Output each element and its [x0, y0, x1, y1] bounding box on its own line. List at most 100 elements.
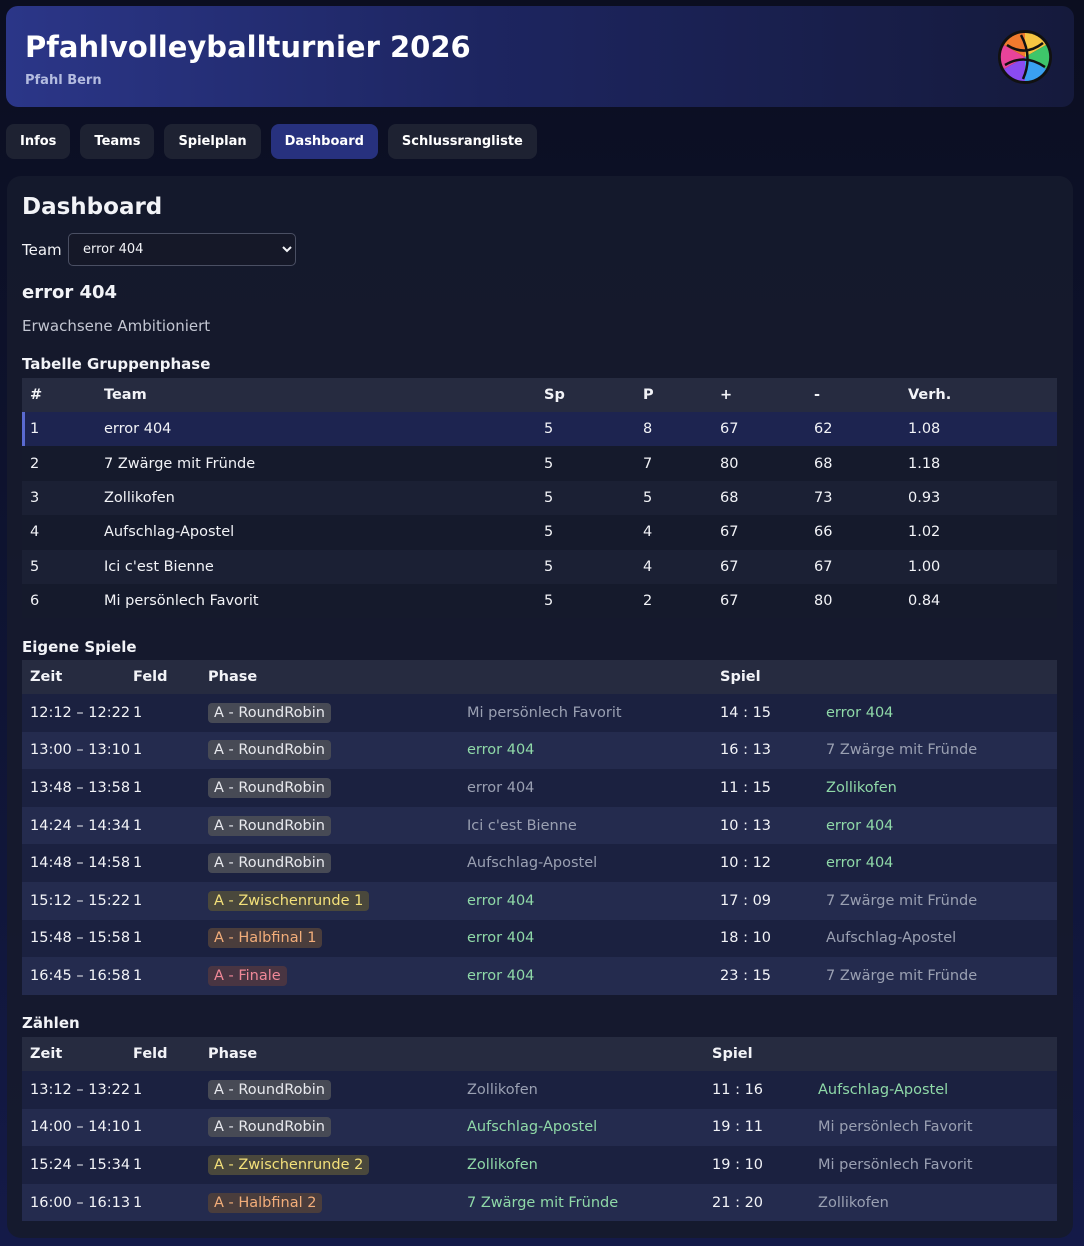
nav-tab[interactable]: Dashboard — [270, 124, 378, 159]
game-row: 15:48 – 15:58 1 A - Halbfinal 1 error 404 18… — [22, 919, 1058, 958]
away-team: 7 Zwärge mit Fründe — [818, 881, 1058, 920]
logo — [998, 30, 1052, 84]
phase-badge: A - Finale — [208, 965, 287, 986]
time: 16:00 – 16:13 — [22, 1183, 130, 1222]
column-header: Team — [96, 378, 536, 412]
away-team: error 404 — [818, 694, 1058, 732]
away-team: 7 Zwärge mit Fründe — [818, 957, 1058, 995]
team-select[interactable]: error 404 — [68, 233, 296, 266]
nav-tab[interactable]: Infos — [6, 124, 71, 159]
phase-badge: A - Zwischenrunde 2 — [208, 1154, 370, 1175]
nav-tab[interactable]: Spielplan — [164, 124, 261, 159]
header-row: Zeit Feld Phase Spiel — [22, 660, 1058, 694]
phase-badge: A - RoundRobin — [208, 740, 331, 761]
game-row: 15:24 – 15:34 1 A - Zwischenrunde 2 Zolliko… — [22, 1146, 1058, 1184]
cell: 7 Zwärge mit Fründe — [96, 446, 536, 481]
score: 11 : 16 — [704, 1071, 811, 1109]
home-team: error 404 — [459, 957, 713, 995]
column-header: - — [806, 378, 900, 412]
header: Pfahlvolleyballturnier 2026 Pfahl Bern — [6, 6, 1074, 107]
phase-cell: A - RoundRobin — [200, 1071, 459, 1109]
time: 14:48 – 14:58 — [22, 844, 130, 882]
standings-row: 5 Ici c'est Bienne 5 4 67 67 1.00 — [22, 549, 1057, 584]
cell: 62 — [806, 412, 900, 447]
cell: error 404 — [96, 412, 536, 447]
cell: 73 — [806, 480, 900, 516]
table-title: Zählen — [22, 1014, 80, 1032]
cell: 1 — [22, 412, 96, 447]
time: 13:12 – 13:22 — [22, 1071, 130, 1109]
phase-cell: A - Zwischenrunde 2 — [200, 1146, 459, 1184]
cell: 68 — [806, 446, 900, 481]
field: 1 — [125, 881, 200, 920]
standings-row: 6 Mi persönlech Favorit 5 2 67 80 0.84 — [22, 583, 1057, 619]
score: 21 : 20 — [704, 1183, 811, 1222]
phase-badge: A - Zwischenrunde 1 — [208, 890, 370, 911]
phase-cell: A - RoundRobin — [200, 694, 459, 732]
cell: 5 — [536, 549, 635, 584]
cell: 67 — [806, 549, 900, 584]
cell: Zollikofen — [96, 480, 536, 516]
section-title: Dashboard — [22, 194, 163, 220]
cell: Ici c'est Bienne — [96, 549, 536, 584]
cell: 68 — [712, 480, 806, 516]
cell: 1.18 — [900, 446, 1057, 481]
header-row: Zeit Feld Phase Spiel — [22, 1037, 1058, 1071]
cell: 7 — [635, 446, 712, 481]
score: 18 : 10 — [712, 919, 819, 958]
score: 19 : 10 — [704, 1146, 811, 1184]
field: 1 — [125, 1108, 200, 1147]
nav-tab[interactable]: Teams — [80, 124, 155, 159]
time: 15:48 – 15:58 — [22, 919, 130, 958]
games-table: Zeit Feld Phase Spiel 12:12 – 12:22 1 A - Roun… — [22, 660, 1058, 995]
cell: 4 — [635, 515, 712, 550]
game-row: 14:48 – 14:58 1 A - RoundRobin Aufschlag-Ap… — [22, 844, 1058, 882]
dashboard-panel: Dashboard Team error 404 error 404 Erwac… — [7, 176, 1073, 1238]
column-header: Phase — [200, 1037, 705, 1071]
cell: 5 — [536, 480, 635, 516]
column-header: P — [635, 378, 712, 412]
score: 16 : 13 — [712, 731, 819, 770]
nav-tab[interactable]: Schlussrangliste — [387, 124, 537, 159]
away-team: Aufschlag-Apostel — [818, 919, 1058, 958]
cell: Aufschlag-Apostel — [96, 515, 536, 550]
column-header: Spiel — [704, 1037, 1058, 1071]
column-header: Zeit — [22, 660, 125, 694]
away-team: Zollikofen — [818, 769, 1058, 807]
time: 15:12 – 15:22 — [22, 881, 130, 920]
cell: 1.00 — [900, 549, 1057, 584]
time: 14:24 – 14:34 — [22, 806, 130, 845]
cell: 2 — [635, 583, 712, 619]
phase-cell: A - RoundRobin — [200, 769, 459, 807]
field: 1 — [125, 1146, 200, 1184]
cell: 67 — [712, 549, 806, 584]
time: 13:48 – 13:58 — [22, 769, 130, 807]
counting-table: Zeit Feld Phase Spiel 13:12 – 13:22 1 A - Roun… — [22, 1037, 1058, 1222]
phase-badge: A - RoundRobin — [208, 1079, 331, 1100]
score: 23 : 15 — [712, 957, 819, 995]
home-team: error 404 — [459, 881, 713, 920]
phase-badge: A - RoundRobin — [208, 777, 331, 798]
table-title: Tabelle Gruppenphase — [22, 355, 211, 373]
field: 1 — [125, 731, 200, 770]
cell: 5 — [536, 583, 635, 619]
score: 10 : 12 — [712, 844, 819, 882]
game-row: 12:12 – 12:22 1 A - RoundRobin Mi persönlec… — [22, 694, 1058, 732]
team-label: Team — [22, 241, 62, 259]
header-row: # Team Sp P + - Verh. — [22, 378, 1057, 412]
away-team: Zollikofen — [810, 1183, 1058, 1222]
score: 10 : 13 — [712, 806, 819, 845]
score: 11 : 15 — [712, 769, 819, 807]
phase-cell: A - RoundRobin — [200, 731, 459, 770]
cell: 67 — [712, 412, 806, 447]
cell: Mi persönlech Favorit — [96, 583, 536, 619]
away-team: Aufschlag-Apostel — [810, 1071, 1058, 1109]
phase-cell: A - Zwischenrunde 1 — [200, 881, 459, 920]
standings-row: 4 Aufschlag-Apostel 5 4 67 66 1.02 — [22, 515, 1057, 550]
home-team: 7 Zwärge mit Fründe — [459, 1183, 705, 1222]
time: 13:00 – 13:10 — [22, 731, 130, 770]
column-header: Phase — [200, 660, 713, 694]
home-team: error 404 — [459, 769, 713, 807]
